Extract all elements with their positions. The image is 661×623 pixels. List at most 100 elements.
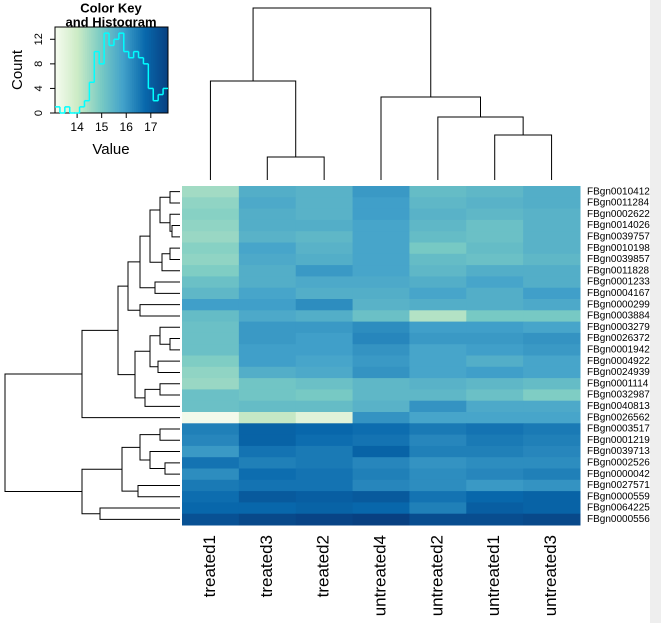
- key-swatch: [68, 27, 71, 113]
- row-label: FBgn0003884: [587, 311, 650, 322]
- heat-cell: [295, 355, 354, 368]
- heat-cell: [523, 479, 581, 492]
- heat-cell: [352, 253, 410, 266]
- row-label: FBgn0011828: [587, 265, 650, 276]
- heat-cell: [466, 321, 524, 334]
- heat-cell: [238, 231, 297, 243]
- row-dendrogram: [169, 338, 180, 351]
- row-label: FBgn0001233: [587, 277, 650, 288]
- heat-cell: [352, 197, 410, 210]
- key-y-tick-label: 12: [33, 33, 45, 45]
- row-dendrogram: [169, 247, 180, 260]
- heat-cell: [295, 457, 354, 469]
- heat-cell: [182, 219, 240, 232]
- heat-cell: [352, 378, 410, 390]
- heat-cell: [352, 265, 410, 277]
- heat-cell: [295, 412, 354, 424]
- row-label: FBgn0001114: [587, 378, 649, 389]
- row-label: FBgn0027571: [587, 480, 650, 491]
- key-swatch: [105, 27, 109, 113]
- key-y-tick-label: 8: [33, 61, 45, 67]
- heat-cell: [466, 219, 524, 232]
- heat-cell: [182, 287, 240, 300]
- heat-cell: [238, 457, 297, 469]
- heat-cell: [238, 299, 297, 311]
- key-y-tick-label: 0: [33, 110, 45, 116]
- heat-cell: [523, 491, 581, 503]
- heat-cell: [409, 321, 467, 334]
- heat-cell: [466, 513, 524, 526]
- heat-cell: [182, 468, 240, 481]
- key-swatch: [149, 27, 152, 113]
- row-label: FBgn0000299: [587, 299, 650, 310]
- heat-cell: [352, 355, 410, 368]
- heat-cell: [182, 253, 240, 266]
- heat-cell: [352, 479, 410, 492]
- row-dendrogram: [157, 360, 180, 373]
- row-label: FBgn0039857: [587, 254, 650, 265]
- heat-cell: [409, 491, 467, 503]
- key-swatch: [71, 27, 75, 113]
- row-label: FBgn0002622: [587, 209, 650, 220]
- row-dendrogram: [127, 261, 140, 311]
- key-swatch: [139, 27, 143, 113]
- heat-cell: [409, 310, 467, 323]
- heat-cell: [352, 332, 410, 345]
- heat-cell: [295, 242, 354, 255]
- key-frame: [54, 26, 169, 114]
- heat-cell: [466, 186, 524, 198]
- heat-cell: [466, 332, 524, 345]
- heat-cell: [295, 513, 354, 526]
- heat-cell: [466, 479, 524, 492]
- heat-cell: [523, 423, 581, 436]
- key-swatch: [66, 27, 69, 113]
- column-dendrogram: [252, 7, 432, 97]
- key-swatch: [128, 27, 131, 113]
- heat-cell: [466, 378, 524, 390]
- heat-cell: [182, 378, 240, 390]
- key-swatch: [166, 27, 169, 113]
- key-swatch: [119, 27, 122, 113]
- heat-cell: [238, 186, 297, 198]
- heat-cell: [238, 445, 297, 458]
- key-swatch: [94, 27, 97, 113]
- key-swatch: [158, 27, 161, 113]
- heat-cell: [295, 231, 354, 243]
- heat-cell: [523, 412, 581, 424]
- column-label: treated2: [314, 535, 333, 597]
- heat-cell: [295, 389, 354, 402]
- key-swatch: [143, 27, 146, 113]
- heat-cell: [409, 366, 467, 379]
- heat-cell: [182, 208, 240, 221]
- heat-cell: [238, 219, 297, 232]
- row-label: FBgn0010412: [587, 186, 650, 197]
- key-swatch: [111, 27, 114, 113]
- key-swatch: [96, 27, 99, 113]
- key-swatch: [162, 27, 165, 113]
- row-label: FBgn0000559: [587, 491, 650, 502]
- heat-cell: [352, 287, 410, 300]
- heat-cell: [182, 479, 240, 492]
- heat-cell: [466, 445, 524, 458]
- row-label: FBgn0032987: [587, 390, 650, 401]
- heat-cell: [238, 502, 297, 515]
- key-x-tick-label: 14: [70, 120, 84, 134]
- heat-cell: [295, 299, 354, 311]
- heat-cell: [466, 389, 524, 402]
- heat-cell: [182, 491, 240, 503]
- heat-cell: [523, 265, 581, 277]
- row-dendrogram: [139, 304, 180, 317]
- key-swatch: [60, 27, 64, 113]
- heat-cell: [409, 412, 467, 424]
- heat-cell: [352, 310, 410, 323]
- heat-cell: [466, 423, 524, 436]
- row-label: FBgn0014026: [587, 220, 650, 231]
- heat-cell: [295, 366, 354, 379]
- heat-cell: [523, 468, 581, 481]
- heat-cell: [238, 321, 297, 334]
- heat-cell: [182, 412, 240, 424]
- heat-cell: [409, 344, 467, 356]
- heat-cell: [352, 242, 410, 255]
- row-label: FBgn0011284: [587, 198, 650, 209]
- heat-cell: [409, 332, 467, 345]
